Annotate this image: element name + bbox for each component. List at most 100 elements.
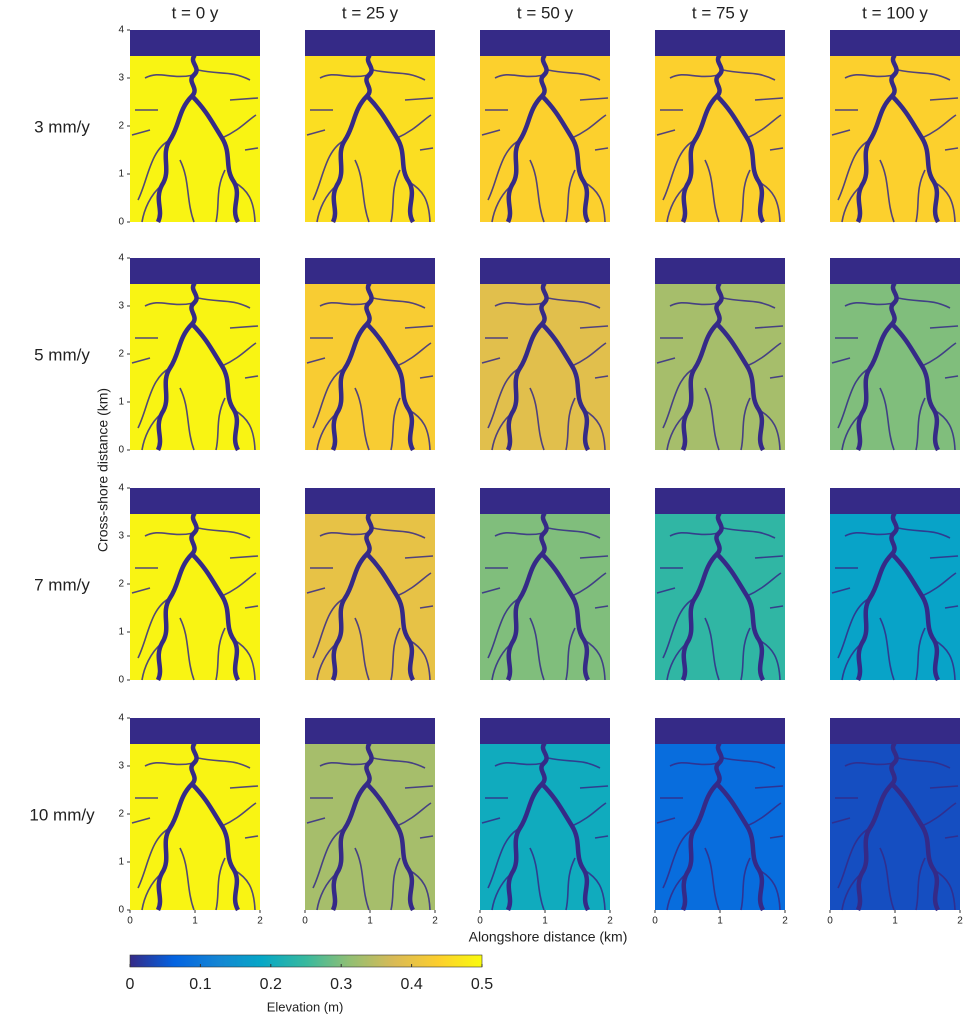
y-tick-label: 1 — [118, 857, 124, 868]
panel — [130, 30, 260, 222]
colorbar-tick-label: 0.4 — [400, 976, 422, 993]
panel — [305, 258, 435, 450]
panel — [305, 718, 435, 910]
sea — [130, 258, 260, 284]
y-tick-label: 4 — [118, 253, 124, 264]
sea — [830, 258, 960, 284]
x-tick-label: 0 — [827, 916, 833, 927]
y-axis-label: Cross-shore distance (km) — [95, 388, 111, 552]
y-tick-label: 3 — [118, 301, 124, 312]
y-tick-label: 1 — [118, 397, 124, 408]
sea — [130, 30, 260, 56]
panel — [130, 718, 260, 910]
row-label: 7 mm/y — [34, 575, 90, 594]
x-tick-label: 1 — [892, 916, 898, 927]
y-tick-label: 4 — [118, 713, 124, 724]
x-tick-label: 2 — [432, 916, 438, 927]
sea — [830, 30, 960, 56]
y-tick-label: 1 — [118, 627, 124, 638]
y-tick-label: 3 — [118, 73, 124, 84]
x-tick-label: 0 — [477, 916, 483, 927]
sea — [305, 488, 435, 514]
colorbar-tick-label: 0 — [126, 976, 135, 993]
row-label: 5 mm/y — [34, 345, 90, 364]
colorbar-tick-label: 0.1 — [189, 976, 211, 993]
marsh-elevation — [130, 743, 260, 910]
y-tick-label: 0 — [118, 217, 124, 228]
panel — [830, 488, 960, 680]
x-tick-label: 2 — [782, 916, 788, 927]
sea — [480, 258, 610, 284]
x-tick-label: 0 — [127, 916, 133, 927]
marsh-elevation — [480, 55, 610, 222]
panel — [130, 258, 260, 450]
x-tick-label: 1 — [717, 916, 723, 927]
y-tick-label: 3 — [118, 531, 124, 542]
column-title: t = 0 y — [172, 3, 219, 22]
column-title: t = 25 y — [342, 3, 399, 22]
marsh-elevation — [305, 743, 435, 910]
marsh-elevation — [830, 743, 960, 910]
marsh-elevation — [655, 513, 785, 680]
sea — [655, 258, 785, 284]
panel — [480, 258, 610, 450]
x-axis-label: Alongshore distance (km) — [469, 929, 628, 945]
colorbar — [130, 955, 482, 967]
page: Alongshore distance (km) Cross-shore dis… — [0, 0, 980, 1024]
panel — [480, 718, 610, 910]
column-title: t = 50 y — [517, 3, 574, 22]
panel — [130, 488, 260, 680]
panel — [655, 488, 785, 680]
y-tick-label: 1 — [118, 169, 124, 180]
sea — [830, 488, 960, 514]
x-tick-label: 2 — [607, 916, 613, 927]
x-tick-label: 1 — [367, 916, 373, 927]
marsh-elevation — [130, 513, 260, 680]
x-tick-label: 0 — [652, 916, 658, 927]
panel — [480, 30, 610, 222]
x-tick-label: 0 — [302, 916, 308, 927]
y-tick-label: 0 — [118, 445, 124, 456]
panel — [655, 258, 785, 450]
y-tick-label: 0 — [118, 905, 124, 916]
x-tick-label: 1 — [542, 916, 548, 927]
sea — [305, 718, 435, 744]
marsh-elevation — [480, 283, 610, 450]
colorbar-tick-label: 0.3 — [330, 976, 352, 993]
panel — [305, 30, 435, 222]
sea — [655, 30, 785, 56]
marsh-elevation — [130, 55, 260, 222]
figure: Alongshore distance (km) Cross-shore dis… — [0, 0, 980, 1019]
column-title: t = 100 y — [862, 3, 928, 22]
panel — [830, 718, 960, 910]
y-tick-label: 0 — [118, 675, 124, 686]
y-tick-label: 3 — [118, 761, 124, 772]
y-tick-label: 2 — [118, 121, 124, 132]
x-tick-label: 1 — [192, 916, 198, 927]
sea — [480, 30, 610, 56]
panel — [655, 30, 785, 222]
colorbar-tick-label: 0.5 — [471, 976, 493, 993]
marsh-elevation — [480, 743, 610, 910]
row-label: 3 mm/y — [34, 117, 90, 136]
y-tick-label: 4 — [118, 483, 124, 494]
sea — [305, 258, 435, 284]
panel — [830, 30, 960, 222]
y-tick-label: 2 — [118, 349, 124, 360]
marsh-elevation — [305, 55, 435, 222]
marsh-elevation — [655, 743, 785, 910]
sea — [305, 30, 435, 56]
sea — [655, 718, 785, 744]
panel — [830, 258, 960, 450]
sea — [130, 488, 260, 514]
marsh-elevation — [480, 513, 610, 680]
marsh-elevation — [655, 55, 785, 222]
sea — [130, 718, 260, 744]
colorbar-tick-label: 0.2 — [260, 976, 282, 993]
x-tick-label: 2 — [957, 916, 963, 927]
marsh-elevation — [130, 283, 260, 450]
column-title: t = 75 y — [692, 3, 749, 22]
y-tick-label: 4 — [118, 25, 124, 36]
sea — [830, 718, 960, 744]
marsh-elevation — [830, 513, 960, 680]
